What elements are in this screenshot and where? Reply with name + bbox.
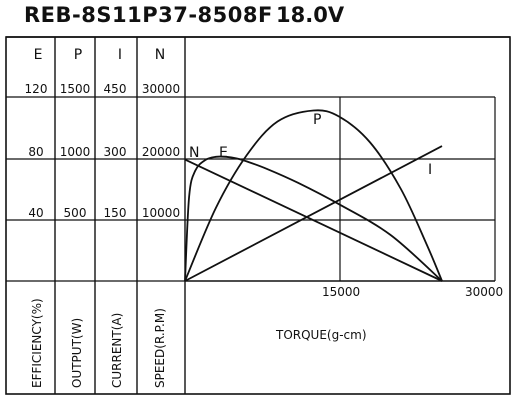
tick-e-80: 80 [28,145,44,159]
tick-i-450: 450 [103,82,127,96]
column-header-i: I [117,47,123,63]
tick-n-10000: 10000 [141,206,181,220]
tick-e-40: 40 [28,206,44,220]
series-line-p [184,109,443,282]
tick-e-120: 120 [24,82,48,96]
voltage-label: 18.0V [276,3,345,27]
tick-p-500: 500 [63,206,87,220]
series-label-p: P [313,112,321,128]
series-line-n [184,158,443,282]
tick-i-150: 150 [103,206,127,220]
tick-i-300: 300 [103,145,127,159]
column-header-e: E [33,47,43,63]
series-line-i [184,145,443,282]
series-line-e [184,155,443,282]
series-label-n: N [189,145,199,161]
column-header-p: P [73,47,83,63]
tick-p-1000: 1000 [59,145,91,159]
axis-label-output: OUTPUT(W) [70,317,84,388]
tick-n-30000: 30000 [141,82,181,96]
axis-label-current: CURRENT(A) [110,312,124,388]
axis-label-speed: SPEED(R.P.M) [153,308,167,388]
x-axis-label: TORQUE(g-cm) [276,328,367,342]
tick-n-20000: 20000 [141,145,181,159]
x-tick-30000: 30000 [465,285,504,299]
column-header-n: N [154,47,166,63]
chart-title: REB-8S11P37-8508F [24,3,273,27]
series-label-e: E [219,145,228,161]
x-tick-15000: 15000 [322,285,361,299]
axis-label-efficiency: EFFICIENCY(%) [30,298,44,388]
series-label-i: I [428,162,432,178]
tick-p-1500: 1500 [59,82,91,96]
